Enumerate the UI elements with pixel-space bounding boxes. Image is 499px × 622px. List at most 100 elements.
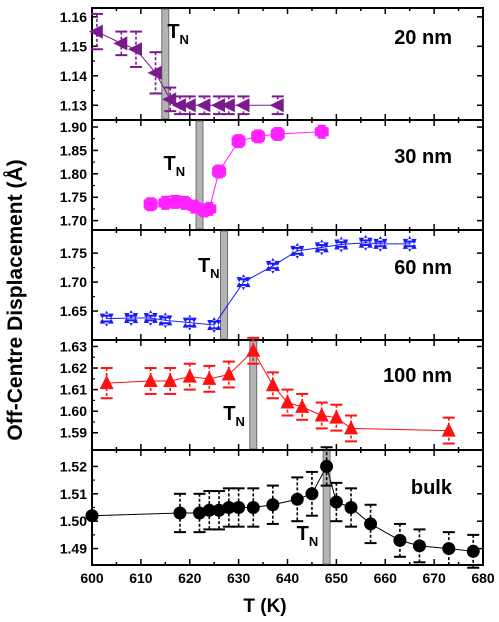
panel-label: bulk (411, 477, 453, 499)
data-point (85, 509, 99, 523)
data-point (88, 24, 103, 39)
tn-bar (249, 340, 258, 450)
data-point (334, 236, 349, 253)
y-tick-label: 1.75 (60, 189, 87, 205)
data-point (270, 127, 285, 142)
y-tick-label: 1.62 (60, 360, 87, 376)
data-point (181, 98, 196, 113)
data-point (344, 420, 359, 435)
x-tick-label: 600 (80, 570, 104, 586)
x-tick-label: 660 (374, 570, 398, 586)
data-point (143, 310, 158, 326)
data-point (182, 314, 197, 331)
y-tick-label: 1.70 (60, 213, 87, 229)
data-point (236, 274, 251, 291)
panel-frame (91, 119, 484, 231)
data-point (212, 164, 227, 179)
data-point (235, 98, 250, 113)
data-point (143, 197, 158, 212)
y-tick-label: 1.16 (60, 9, 87, 25)
panel-label: 20 nm (394, 27, 452, 49)
x-tick-label: 640 (276, 570, 300, 586)
data-point (358, 234, 373, 251)
y-tick-label: 1.65 (60, 303, 87, 319)
y-tick-label: 1.51 (60, 486, 87, 502)
tn-label: TN (164, 153, 186, 179)
y-tick-label: 1.13 (60, 97, 87, 113)
tn-label: TN (198, 255, 220, 281)
panel-2: 1.65 1.70 1.75 TN 60 nm (60, 229, 484, 341)
y-tick-label: 1.50 (60, 513, 87, 529)
panel-4: 1.49 1.50 1.51 1.52 TN bulk (60, 446, 484, 569)
y-tick-label: 1.63 (60, 338, 87, 354)
data-point (290, 492, 304, 506)
data-point (99, 375, 114, 390)
data-point (202, 370, 217, 385)
data-point (265, 257, 280, 274)
data-point (171, 98, 186, 113)
series-line (106, 242, 410, 326)
data-point (221, 366, 236, 381)
panel-1: 1.70 1.75 1.80 1.85 1.90 TN 30 nm (60, 119, 484, 231)
tn-bar (322, 450, 331, 565)
tn-label: TN (167, 21, 189, 47)
data-point (466, 544, 480, 558)
data-point (305, 487, 319, 501)
data-point (173, 506, 187, 520)
data-point (220, 98, 235, 113)
data-point (211, 98, 226, 113)
data-point (402, 235, 417, 252)
data-point (280, 394, 295, 409)
y-tick-label: 1.85 (60, 142, 87, 158)
y-tick-label: 1.14 (60, 68, 87, 84)
y-tick-label: 1.15 (60, 38, 87, 54)
x-tick-label: 630 (227, 570, 251, 586)
y-tick-label: 1.70 (60, 274, 87, 290)
data-point (442, 542, 456, 556)
panel-label: 100 nm (383, 365, 452, 387)
tn-label: TN (223, 403, 245, 429)
x-tick-label: 650 (325, 570, 349, 586)
y-tick-label: 1.49 (60, 541, 87, 557)
x-axis-label: T (K) (243, 596, 286, 617)
data-point (266, 498, 280, 512)
data-point (246, 501, 260, 514)
data-point (143, 372, 158, 387)
data-point (207, 316, 222, 333)
y-axis-label: Off-Centre Displacement (Å) (3, 159, 27, 440)
data-point (269, 98, 284, 113)
data-point (314, 407, 329, 422)
data-point (373, 235, 388, 252)
data-point (265, 377, 280, 392)
x-tick-label: 670 (422, 570, 446, 586)
data-point (212, 503, 226, 517)
y-tick-label: 1.60 (60, 403, 87, 419)
data-point (127, 42, 142, 57)
data-point (344, 501, 358, 514)
data-point (163, 372, 178, 387)
data-point (320, 459, 334, 473)
data-point (202, 201, 217, 216)
data-point (99, 310, 114, 327)
data-point (290, 242, 305, 259)
panel-0: 1.13 1.14 1.15 1.16 TN 20 nm (60, 7, 484, 121)
data-point (202, 503, 216, 517)
data-point (314, 239, 329, 256)
data-point (113, 36, 128, 51)
data-point (412, 539, 426, 553)
panel-3: 1.59 1.60 1.61 1.62 1.63 TN 100 nm (60, 336, 484, 451)
data-point (222, 501, 236, 514)
data-point (441, 422, 456, 437)
data-point (182, 368, 197, 383)
tn-bar (220, 230, 228, 340)
y-tick-label: 1.59 (60, 425, 87, 441)
data-point (196, 98, 211, 113)
data-point (329, 495, 343, 509)
data-point (246, 342, 261, 357)
data-point (329, 409, 344, 424)
y-tick-label: 1.90 (60, 119, 87, 135)
data-point (162, 92, 177, 107)
x-tick-label: 620 (178, 570, 202, 586)
data-point (393, 533, 407, 547)
